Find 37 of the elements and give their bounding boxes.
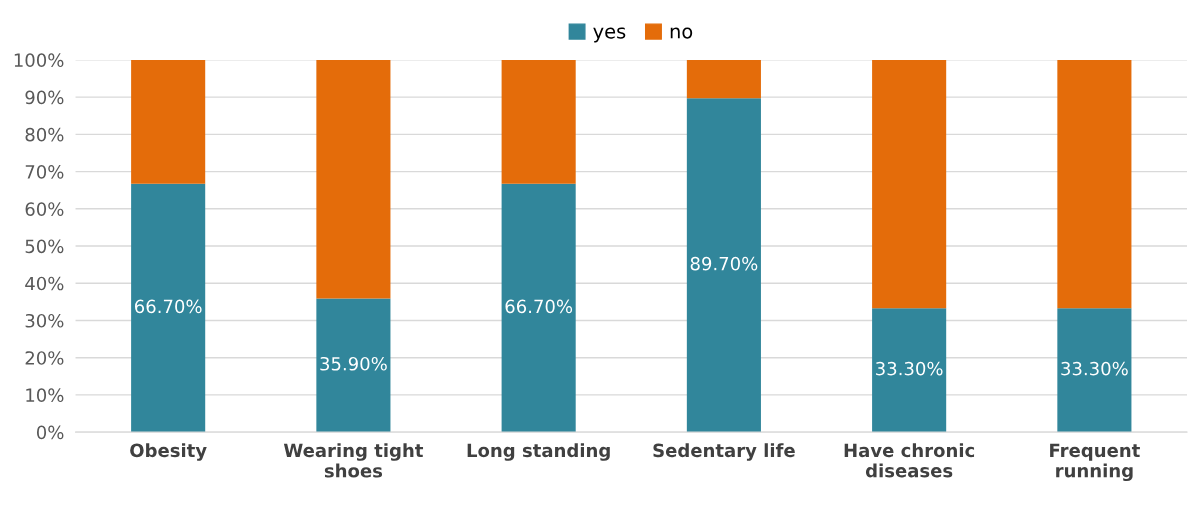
- bar: [501, 183, 576, 433]
- data-label: 89.70%: [690, 256, 758, 271]
- data-label: 66.70%: [505, 299, 573, 314]
- bar: [316, 59, 391, 299]
- x-tick-label: Have chronic diseases: [844, 443, 975, 478]
- x-tick-label: Frequent running: [1050, 443, 1140, 482]
- y-tick-label: 0%: [36, 425, 64, 440]
- x-tick-label: Obesity: [130, 443, 207, 461]
- y-tick-label: 30%: [25, 313, 64, 328]
- bar: [686, 59, 761, 99]
- bar: [131, 59, 206, 184]
- x-tick-label: Long standing: [467, 443, 610, 461]
- bar: [872, 308, 947, 433]
- y-tick-label: 100%: [14, 53, 64, 68]
- y-tick-label: 50%: [25, 239, 64, 254]
- legend-label: yes: [593, 27, 626, 43]
- y-tick-label: 70%: [25, 165, 64, 179]
- data-label: 33.30%: [1061, 361, 1128, 376]
- y-tick-label: 90%: [25, 90, 64, 105]
- y-tick-label: 60%: [25, 202, 64, 216]
- y-tick-label: 80%: [25, 127, 64, 142]
- bar: [131, 183, 206, 433]
- data-label: 66.70%: [135, 299, 202, 314]
- y-tick-label: 10%: [26, 388, 64, 403]
- bar: [1057, 59, 1132, 309]
- bar: [1057, 308, 1132, 433]
- bar: [316, 298, 391, 433]
- data-label: 33.30%: [876, 361, 943, 376]
- y-tick-label: 20%: [25, 351, 64, 365]
- legend-label: no: [670, 27, 693, 39]
- bar: [501, 59, 576, 184]
- y-tick-label: 40%: [25, 276, 64, 291]
- x-tick-label: Sedentary life: [653, 443, 795, 461]
- bar: [872, 59, 947, 309]
- x-tick-label: Wearing tight shoes: [283, 443, 424, 478]
- bar: [686, 98, 761, 433]
- data-label: 35.90%: [320, 356, 387, 371]
